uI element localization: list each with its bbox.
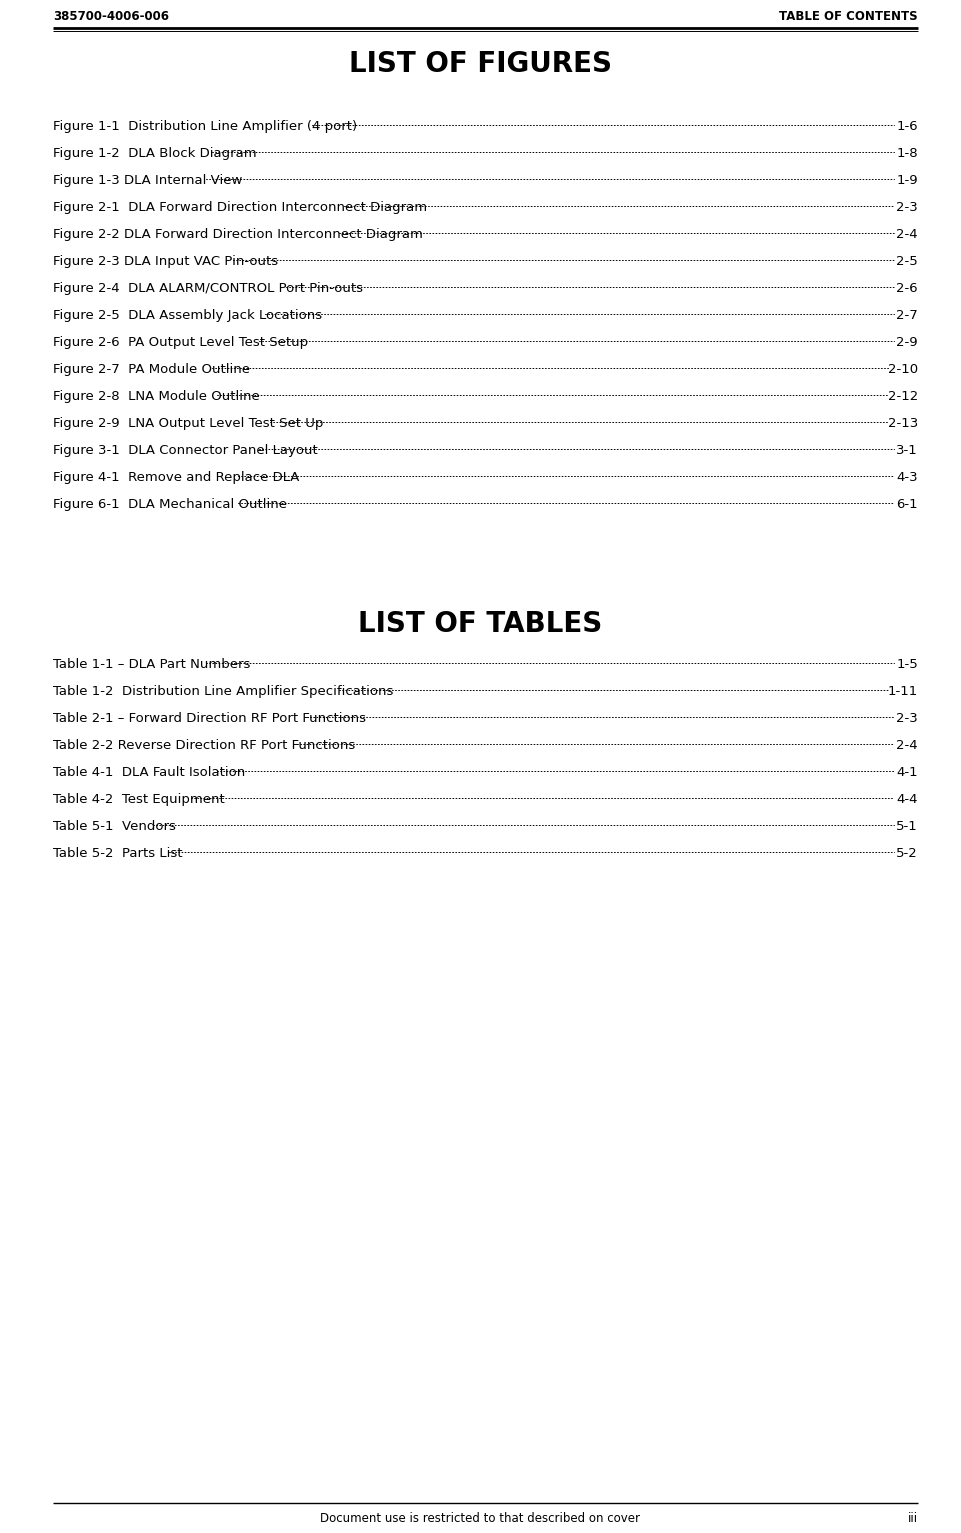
Text: Figure 6-1  DLA Mechanical Outline: Figure 6-1 DLA Mechanical Outline <box>53 498 287 510</box>
Text: Figure 2-4  DLA ALARM/CONTROL Port Pin-outs: Figure 2-4 DLA ALARM/CONTROL Port Pin-ou… <box>53 282 363 294</box>
Text: Table 2-2 Reverse Direction RF Port Functions: Table 2-2 Reverse Direction RF Port Func… <box>53 739 356 753</box>
Text: 385700-4006-006: 385700-4006-006 <box>53 11 169 23</box>
Text: 1-8: 1-8 <box>897 147 918 159</box>
Text: LIST OF TABLES: LIST OF TABLES <box>358 610 603 638</box>
Text: Figure 1-3 DLA Internal View: Figure 1-3 DLA Internal View <box>53 175 242 187</box>
Text: 2-3: 2-3 <box>897 201 918 215</box>
Text: 2-10: 2-10 <box>888 363 918 376</box>
Text: Table 5-1  Vendors: Table 5-1 Vendors <box>53 820 176 832</box>
Text: 4-1: 4-1 <box>897 766 918 779</box>
Text: 1-9: 1-9 <box>897 175 918 187</box>
Text: Figure 3-1  DLA Connector Panel Layout: Figure 3-1 DLA Connector Panel Layout <box>53 445 318 457</box>
Text: 2-7: 2-7 <box>897 310 918 322</box>
Text: Figure 1-2  DLA Block Diagram: Figure 1-2 DLA Block Diagram <box>53 147 257 159</box>
Text: 1-11: 1-11 <box>888 685 918 698</box>
Text: Figure 2-1  DLA Forward Direction Interconnect Diagram: Figure 2-1 DLA Forward Direction Interco… <box>53 201 427 215</box>
Text: Figure 1-1  Distribution Line Amplifier (4 port): Figure 1-1 Distribution Line Amplifier (… <box>53 120 357 133</box>
Text: 5-1: 5-1 <box>897 820 918 832</box>
Text: Document use is restricted to that described on cover: Document use is restricted to that descr… <box>321 1512 640 1525</box>
Text: 2-3: 2-3 <box>897 711 918 725</box>
Text: Table 2-1 – Forward Direction RF Port Functions: Table 2-1 – Forward Direction RF Port Fu… <box>53 711 366 725</box>
Text: 2-6: 2-6 <box>897 282 918 294</box>
Text: 3-1: 3-1 <box>897 445 918 457</box>
Text: 2-13: 2-13 <box>888 417 918 429</box>
Text: 2-9: 2-9 <box>897 336 918 350</box>
Text: Table 1-2  Distribution Line Amplifier Specifications: Table 1-2 Distribution Line Amplifier Sp… <box>53 685 393 698</box>
Text: Figure 2-7  PA Module Outline: Figure 2-7 PA Module Outline <box>53 363 250 376</box>
Text: 2-12: 2-12 <box>888 389 918 403</box>
Text: 1-6: 1-6 <box>897 120 918 133</box>
Text: 4-3: 4-3 <box>897 471 918 484</box>
Text: Figure 2-3 DLA Input VAC Pin-outs: Figure 2-3 DLA Input VAC Pin-outs <box>53 254 278 268</box>
Text: Table 5-2  Parts List: Table 5-2 Parts List <box>53 848 183 860</box>
Text: Figure 4-1  Remove and Replace DLA: Figure 4-1 Remove and Replace DLA <box>53 471 300 484</box>
Text: 2-4: 2-4 <box>897 739 918 753</box>
Text: Table 4-2  Test Equipment: Table 4-2 Test Equipment <box>53 793 225 806</box>
Text: Figure 2-2 DLA Forward Direction Interconnect Diagram: Figure 2-2 DLA Forward Direction Interco… <box>53 228 423 241</box>
Text: iii: iii <box>908 1512 918 1525</box>
Text: 6-1: 6-1 <box>897 498 918 510</box>
Text: LIST OF FIGURES: LIST OF FIGURES <box>349 51 612 78</box>
Text: 1-5: 1-5 <box>897 658 918 671</box>
Text: Figure 2-8  LNA Module Outline: Figure 2-8 LNA Module Outline <box>53 389 259 403</box>
Text: 5-2: 5-2 <box>897 848 918 860</box>
Text: Table 1-1 – DLA Part Numbers: Table 1-1 – DLA Part Numbers <box>53 658 251 671</box>
Text: Figure 2-5  DLA Assembly Jack Locations: Figure 2-5 DLA Assembly Jack Locations <box>53 310 322 322</box>
Text: Table 4-1  DLA Fault Isolation: Table 4-1 DLA Fault Isolation <box>53 766 245 779</box>
Text: Figure 2-9  LNA Output Level Test Set Up: Figure 2-9 LNA Output Level Test Set Up <box>53 417 323 429</box>
Text: Figure 2-6  PA Output Level Test Setup: Figure 2-6 PA Output Level Test Setup <box>53 336 308 350</box>
Text: 4-4: 4-4 <box>897 793 918 806</box>
Text: TABLE OF CONTENTS: TABLE OF CONTENTS <box>779 11 918 23</box>
Text: 2-5: 2-5 <box>897 254 918 268</box>
Text: 2-4: 2-4 <box>897 228 918 241</box>
